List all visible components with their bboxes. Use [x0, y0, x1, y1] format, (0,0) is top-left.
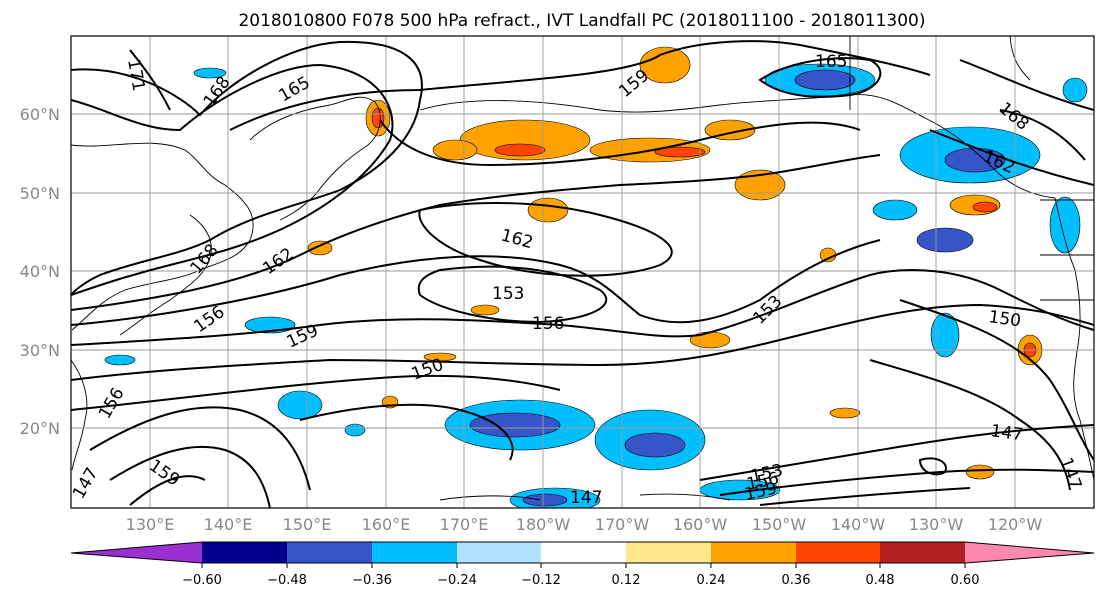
- longitude-label: 170°E: [440, 515, 489, 534]
- colorbar-segment: [626, 542, 711, 563]
- latitude-label: 60°N: [20, 105, 60, 124]
- longitude-label: 160°E: [362, 515, 411, 534]
- contour-label: 153: [492, 284, 524, 304]
- colorbar: −0.60 −0.48 −0.36 −0.24 −0.12 0.12 0.24 …: [70, 541, 1095, 588]
- colorbar-segment: [287, 542, 372, 563]
- longitude-label: 170°W: [595, 515, 650, 534]
- colorbar-segment: [71, 542, 202, 563]
- map-area: [70, 35, 1095, 509]
- colorbar-tick-label: −0.48: [267, 573, 307, 588]
- colorbar-tick-label: 0.12: [612, 573, 641, 588]
- longitude-label: 120°W: [988, 515, 1043, 534]
- longitude-label: 140°E: [204, 515, 253, 534]
- contour-label: 147: [570, 488, 602, 508]
- longitude-label: 160°W: [673, 515, 728, 534]
- colorbar-segment: [796, 542, 880, 563]
- longitude-label: 180°W: [516, 515, 571, 534]
- latitude-label: 30°N: [20, 341, 60, 360]
- colorbar-tick-label: 0.48: [866, 573, 895, 588]
- map-frame: [70, 35, 1095, 509]
- map-title: 2018010800 F078 500 hPa refract., IVT La…: [238, 11, 925, 31]
- colorbar-tick-label: −0.24: [437, 573, 477, 588]
- colorbar-tick-label: 0.60: [951, 573, 980, 588]
- longitude-label: 150°E: [283, 515, 332, 534]
- latitude-label: 20°N: [20, 419, 60, 438]
- colorbar-segment: [965, 542, 1094, 563]
- coastlines: [71, 36, 1094, 501]
- colorbar-tick-label: −0.60: [182, 573, 222, 588]
- colorbar-segment: [541, 542, 626, 563]
- contour-label: 156: [532, 314, 564, 334]
- contour-label: 147: [989, 421, 1024, 445]
- colorbar-segment: [372, 542, 457, 563]
- latitude-label: 40°N: [20, 262, 60, 281]
- colorbar-ticks: [201, 563, 966, 568]
- height-contours: [71, 40, 1094, 508]
- contour-label: 150: [987, 307, 1022, 331]
- contour-label: 165: [815, 52, 847, 72]
- colorbar-segment: [711, 542, 796, 563]
- latitude-labels: 60°N 50°N 40°N 30°N 20°N: [20, 105, 60, 438]
- colorbar-tick-label: −0.36: [352, 573, 392, 588]
- latitude-label: 50°N: [20, 184, 60, 203]
- colorbar-segment: [202, 542, 287, 563]
- colorbar-segment: [457, 542, 541, 563]
- colorbar-labels: −0.60 −0.48 −0.36 −0.24 −0.12 0.12 0.24 …: [182, 573, 979, 588]
- longitude-label: 130°W: [909, 515, 964, 534]
- colorbar-segment: [880, 542, 965, 563]
- longitude-labels: 130°E 140°E 150°E 160°E 170°E 180°W 170°…: [126, 515, 1043, 534]
- longitude-label: 150°W: [752, 515, 807, 534]
- shaded-regions: [104, 46, 1088, 508]
- colorbar-tick-label: −0.12: [521, 573, 561, 588]
- longitude-label: 130°E: [126, 515, 175, 534]
- longitude-label: 140°W: [831, 515, 886, 534]
- colorbar-tick-label: 0.36: [782, 573, 811, 588]
- colorbar-tick-label: 0.24: [697, 573, 726, 588]
